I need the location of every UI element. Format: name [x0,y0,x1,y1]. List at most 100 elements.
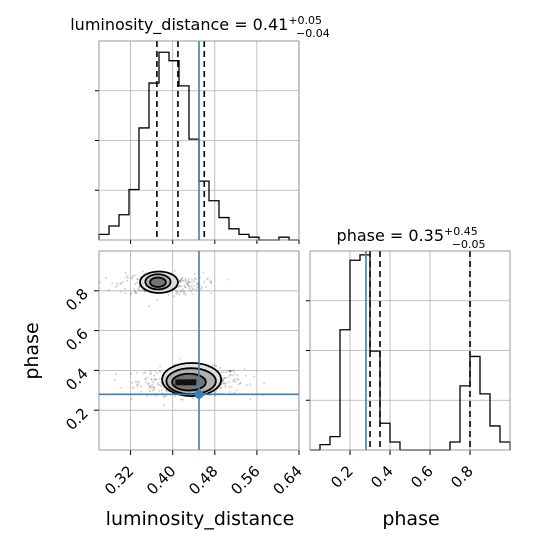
sample-point [142,372,145,375]
tick-label-phase-x-0: 0.2 [327,462,357,492]
sample-point [187,284,190,287]
sample-point [184,278,187,281]
sample-point [158,389,161,392]
sample-point [191,293,194,296]
sample-point [174,395,177,398]
sample-point [222,371,225,374]
sample-point [249,398,252,401]
sample-point [245,384,248,387]
sample-point [222,377,225,380]
truth-marker [194,389,204,399]
sample-point [116,282,119,285]
sample-point [233,378,236,381]
sample-point [153,374,156,377]
sample-point [232,369,235,372]
title-luminosity-distance: luminosity_distance = 0.41+0.05 −0.04 [70,14,330,40]
sample-point [233,373,236,376]
sample-point [193,280,196,283]
sample-point [228,370,231,373]
sample-point [124,272,127,275]
sample-point [227,376,230,379]
sample-point [178,285,181,288]
tick-label-phase-y-0: 0.2 [62,404,92,434]
sample-point [187,285,190,288]
sample-point [214,391,217,394]
sample-point [136,385,139,388]
tick-label-phase-x-2: 0.6 [407,462,437,492]
sample-point [182,279,185,282]
sample-point [183,284,186,287]
sample-point [205,286,208,289]
sample-point [187,281,190,284]
sample-point [158,378,161,381]
contour-outer-1 [161,362,223,397]
sample-point [235,380,238,383]
sample-point [205,278,208,281]
sample-point [200,286,203,289]
tick-label-phase-y-1: 0.4 [62,365,92,395]
sample-point [186,282,189,285]
sample-point [104,276,107,279]
tick-label-phase-x-1: 0.4 [367,462,397,492]
sample-point [209,280,212,283]
sample-point [152,386,155,389]
sample-point [149,385,152,388]
sample-point [134,380,137,383]
sample-point [228,385,231,388]
sample-point [185,282,188,285]
tick-label-luminosity-distance-2: 0.48 [185,462,221,498]
sample-point [135,384,138,387]
sample-point [215,365,218,368]
sample-point [131,276,134,279]
sample-point [249,383,252,386]
sample-point [134,282,137,285]
sample-point [180,290,183,293]
sample-point [213,394,216,397]
sample-point [190,290,193,293]
sample-point [137,287,140,290]
sample-point [148,384,151,387]
sample-point [237,378,240,381]
sample-point [141,270,144,273]
sample-point [224,384,227,387]
sample-point [179,279,182,282]
x-axis-label-luminosity-distance: luminosity_distance [106,508,295,530]
sample-point [190,281,193,284]
sample-point [149,372,152,375]
sample-point [138,289,141,292]
sample-point [130,277,133,280]
sample-point [133,290,136,293]
histogram-luminosity-distance [98,51,299,241]
sample-point [183,291,186,294]
sample-point [165,390,168,393]
tick-label-phase-y-2: 0.6 [62,325,92,355]
sample-point [154,370,157,373]
sample-point [159,365,162,368]
sample-point [231,374,234,377]
sample-point [230,385,233,388]
sample-point [253,375,256,378]
sample-point [228,373,231,376]
sample-point [179,281,182,284]
sample-point [188,288,191,291]
sample-point [130,398,133,401]
sample-point [181,288,184,291]
sample-point [119,291,122,294]
sample-point [219,366,222,369]
sample-point [132,386,135,389]
x-axis-label-phase: phase [382,508,439,530]
sample-point [219,387,222,390]
sample-point [214,390,217,393]
sample-point [144,371,147,374]
sample-point [120,282,123,285]
sample-point [191,287,194,290]
sample-point [111,282,114,285]
sample-point [224,386,227,389]
sample-point [184,277,187,280]
sample-point [138,286,141,289]
sample-point [179,398,182,401]
sample-point [121,281,124,284]
sample-point [137,278,140,281]
sample-point [124,288,127,291]
